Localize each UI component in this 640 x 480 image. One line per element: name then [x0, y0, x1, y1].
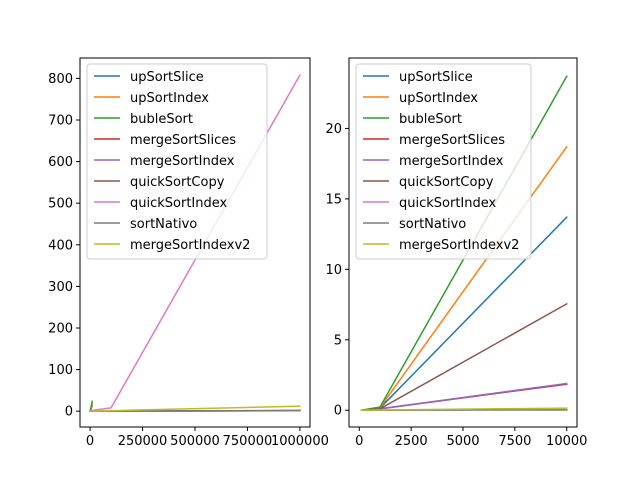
- legend-label: mergeSortIndex: [130, 154, 235, 169]
- series-line-quickSortCopy: [360, 302, 568, 412]
- legend-box: [86, 63, 268, 260]
- legend-label: sortNativo: [399, 217, 466, 232]
- y-tick-label: 400: [48, 238, 73, 253]
- legend-label: upSortIndex: [130, 91, 209, 106]
- y-tick-label: 600: [48, 155, 73, 170]
- y-tick-label: 0: [65, 405, 73, 420]
- legend-label: upSortSlice: [399, 70, 473, 85]
- y-tick-label: 100: [48, 363, 73, 378]
- legend-label: quickSortCopy: [399, 175, 494, 190]
- legend-label: quickSortCopy: [130, 175, 225, 190]
- legend-label: bubleSort: [399, 112, 462, 127]
- y-tick-label: 700: [48, 113, 73, 128]
- chart-panel-2: 0 2500 5000 7500 1000005101520upSortSliceupS…: [325, 57, 587, 449]
- x-tick-label: 750000: [223, 434, 273, 449]
- legend-label: bubleSort: [130, 112, 193, 127]
- x-tick-label: 7500: [498, 434, 531, 449]
- legend-label: mergeSortSlices: [130, 133, 236, 148]
- series-line-mergeSortIndexv2: [360, 407, 568, 411]
- x-tick-label: 2500: [395, 434, 428, 449]
- y-tick-label: 0: [334, 404, 342, 419]
- x-tick-label: 250000: [118, 434, 168, 449]
- legend-box: [355, 63, 532, 260]
- y-tick-label: 500: [48, 197, 73, 212]
- series-lines: [89, 74, 301, 413]
- x-tick-label: 1000000: [271, 434, 329, 449]
- y-tick-label: 300: [48, 280, 73, 295]
- y-tick-label: 10: [325, 263, 342, 278]
- legend-label: sortNativo: [130, 217, 197, 232]
- legend-label: mergeSortSlices: [399, 133, 505, 148]
- series-line-mergeSortIndexv2: [89, 405, 301, 412]
- y-tick-label: 5: [334, 333, 342, 348]
- x-tick-label: 0: [355, 434, 363, 449]
- legend-label: quickSortIndex: [399, 196, 497, 211]
- legend-label: upSortIndex: [399, 91, 478, 106]
- legend-label: mergeSortIndex: [399, 154, 504, 169]
- y-tick-label: 200: [48, 321, 73, 336]
- series-line-mergeSortIndex: [360, 382, 568, 412]
- x-tick-label: 0: [86, 434, 94, 449]
- legend-label: quickSortIndex: [130, 196, 228, 211]
- y-tick-label: 20: [325, 122, 342, 137]
- y-tick-label: 800: [48, 72, 73, 87]
- legend: upSortSlice upSortIndex bubleSort mergeSort…: [86, 63, 268, 260]
- y-tick-label: 15: [325, 192, 342, 207]
- x-tick-label: 500000: [170, 434, 220, 449]
- legend-label: mergeSortIndexv2: [399, 238, 519, 253]
- legend-label: mergeSortIndexv2: [130, 238, 250, 253]
- legend-label: upSortSlice: [130, 70, 204, 85]
- x-tick-label: 5000: [446, 434, 479, 449]
- series-line-bubleSort: [89, 400, 94, 413]
- legend: upSortSlice upSortIndex bubleSort mergeSort…: [355, 63, 532, 260]
- x-tick-label: 10000: [546, 434, 587, 449]
